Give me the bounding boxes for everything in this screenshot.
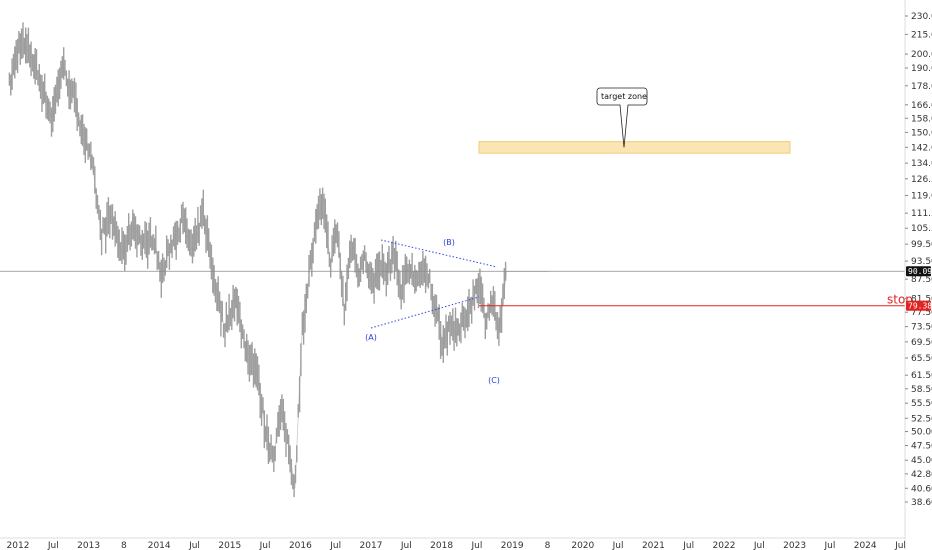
x-tick-label: Jul xyxy=(188,541,200,550)
x-tick-label: 2013 xyxy=(77,541,100,550)
x-tick-label: 2023 xyxy=(783,541,806,550)
x-tick-label: Jul xyxy=(823,541,835,550)
last-price-value: 90.09 xyxy=(908,267,932,276)
target-zone-label: target zone xyxy=(601,92,647,101)
y-tick-label: 166.00 xyxy=(911,101,932,111)
y-tick-label: 55.50 xyxy=(911,399,932,409)
x-tick-label: 2017 xyxy=(360,541,383,550)
price-series xyxy=(8,22,549,497)
y-tick-label: 230.00 xyxy=(911,12,932,22)
x-axis[interactable]: 2012 Jul 2013 8 2014 Jul 2015 Jul 2016 Jul 2017 Jul… xyxy=(0,537,906,550)
last-price-tag xyxy=(906,266,931,277)
price-line xyxy=(9,39,549,489)
y-tick-label: 65.50 xyxy=(911,354,932,364)
x-tick-label: 2020 xyxy=(571,541,594,550)
triangle-lower-line xyxy=(370,296,480,329)
y-tick-label: 40.60 xyxy=(911,484,932,494)
x-tick-label: 2018 xyxy=(430,541,453,550)
wave-label-a: (A) xyxy=(365,333,377,342)
y-tick-label: 200.00 xyxy=(911,50,932,60)
y-tick-label: 52.50 xyxy=(911,414,932,424)
x-tick-label: 8 xyxy=(545,541,551,550)
y-tick-label: 111.50 xyxy=(911,209,932,219)
y-tick-label: 73.50 xyxy=(911,323,932,333)
y-tick-label: 134.00 xyxy=(911,159,932,169)
x-tick-label: Jul xyxy=(470,541,482,550)
y-tick-label: 99.50 xyxy=(911,240,932,250)
y-tick-label: 58.50 xyxy=(911,385,932,395)
triangle-upper-line xyxy=(380,239,498,268)
y-tick-label: 50.00 xyxy=(911,428,932,438)
y-tick-label: 158.00 xyxy=(911,114,932,124)
y-tick-label: 93.50 xyxy=(911,257,932,267)
x-tick-label: Jul xyxy=(753,541,765,550)
y-tick-label: 69.50 xyxy=(911,338,932,348)
x-tick-label: 2019 xyxy=(501,541,524,550)
y-tick-label: 87.50 xyxy=(911,275,932,285)
annotation-layer: target zone(A)(B)(C)stop xyxy=(0,87,913,385)
y-tick-label: 47.50 xyxy=(911,442,932,452)
x-tick-label: 2015 xyxy=(218,541,241,550)
y-tick-label: 42.80 xyxy=(911,470,932,480)
y-tick-label: 38.60 xyxy=(911,498,932,508)
x-tick-label: Jul xyxy=(612,541,624,550)
x-tick-label: 8 xyxy=(121,541,127,550)
y-tick-label: 45.00 xyxy=(911,456,932,466)
x-tick-label: 2021 xyxy=(642,541,665,550)
y-tick-label: 150.00 xyxy=(911,128,932,138)
wave-label-c: (C) xyxy=(488,376,500,385)
x-tick-label: 2016 xyxy=(289,541,312,550)
y-tick-label: 81.50 xyxy=(911,295,932,305)
x-tick-label: 2014 xyxy=(148,541,171,550)
x-tick-label: Jul xyxy=(400,541,412,550)
y-tick-label: 142.00 xyxy=(911,143,932,153)
x-tick-label: Jul xyxy=(47,541,59,550)
x-tick-label: Jul xyxy=(329,541,341,550)
x-tick-label: Jul xyxy=(259,541,271,550)
x-tick-label: 2024 xyxy=(854,541,877,550)
y-tick-label: 119.00 xyxy=(911,191,932,201)
y-tick-label: 190.00 xyxy=(911,64,932,74)
y-tick-label: 215.00 xyxy=(911,30,932,40)
y-tick-label: 126.50 xyxy=(911,175,932,185)
stop-price-tag xyxy=(906,300,931,311)
target-zone-box xyxy=(478,141,791,154)
y-tick-label: 105.50 xyxy=(911,224,932,234)
y-axis[interactable]: 230.00 215.00 200.00 190.00 178.00 166.00 158.… xyxy=(904,0,932,550)
x-tick-label: 2012 xyxy=(7,541,30,550)
target-zone-callout xyxy=(596,87,648,148)
x-tick-label: Jul xyxy=(682,541,694,550)
y-tick-label: 77.50 xyxy=(911,308,932,318)
y-tick-label: 61.50 xyxy=(911,371,932,381)
y-tick-label: 178.00 xyxy=(911,82,932,92)
x-tick-label: Jul xyxy=(894,541,906,550)
stop-price-value: 79.38 xyxy=(908,302,932,311)
wave-label-b: (B) xyxy=(443,238,455,247)
x-tick-label: 2022 xyxy=(713,541,736,550)
